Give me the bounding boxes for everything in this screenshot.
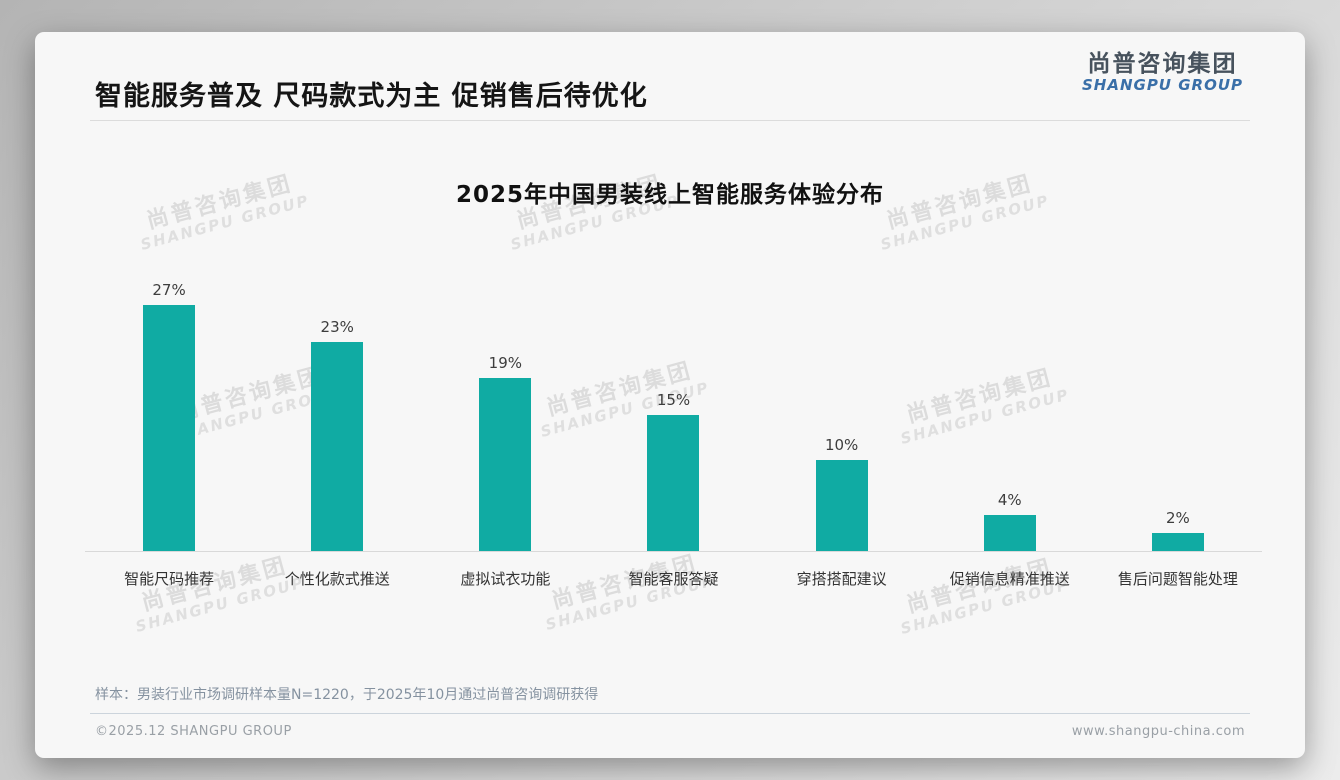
- bar: [479, 378, 532, 551]
- bar-column: 15%: [589, 32, 757, 551]
- bar-column: 10%: [758, 32, 926, 551]
- logo-en-text: SHANGPU GROUP: [1081, 76, 1243, 95]
- x-axis-line: [85, 551, 1262, 552]
- page-title: 智能服务普及 尺码款式为主 促销售后待优化: [95, 81, 648, 112]
- footer-divider: [90, 713, 1250, 714]
- bar-chart: 27% 23% 19% 15% 10%: [85, 32, 1262, 758]
- bar-value-label: 19%: [488, 354, 523, 373]
- bar-category-label: 促销信息精准推送: [949, 570, 1070, 588]
- category-labels: 智能尺码推荐 个性化款式推送 虚拟试衣功能 智能客服答疑 穿搭搭配建议 促销信息…: [85, 568, 1262, 589]
- bar-category-label: 穿搭搭配建议: [796, 570, 887, 588]
- bar: [143, 305, 196, 551]
- chart-title: 2025年中国男装线上智能服务体验分布: [455, 182, 884, 208]
- bar-value-label: 15%: [656, 390, 691, 409]
- company-logo: 尚普咨询集团 SHANGPU GROUP: [1081, 51, 1243, 95]
- bar-column: 27%: [85, 32, 253, 551]
- bar-column: 23%: [253, 32, 421, 551]
- bar: [311, 341, 364, 551]
- bar-category-label: 虚拟试衣功能: [460, 570, 551, 588]
- bar-column: 2%: [1094, 32, 1262, 551]
- footer-website: www.shangpu-china.com: [1071, 724, 1245, 739]
- bar-category-label: 智能尺码推荐: [124, 570, 215, 588]
- bar-column: 4%: [926, 32, 1094, 551]
- slide-card: 尚普咨询集团 SHANGPU GROUP 尚普咨询集团 SHANGPU GROU…: [35, 32, 1305, 758]
- footer-copyright: ©2025.12 SHANGPU GROUP: [95, 724, 292, 739]
- bar: [1151, 532, 1204, 551]
- bar: [815, 460, 868, 551]
- bar-category-label: 售后问题智能处理: [1117, 570, 1238, 588]
- bar-value-label: 27%: [152, 281, 186, 300]
- bar: [647, 414, 700, 551]
- bar-category-label: 个性化款式推送: [284, 570, 390, 588]
- bar-column: 19%: [421, 32, 589, 551]
- bar-value-label: 2%: [1166, 508, 1190, 527]
- sample-footnote: 样本：男装行业市场调研样本量N=1220，于2025年10月通过尚普咨询调研获得: [95, 687, 599, 703]
- slide-content: 智能服务普及 尺码款式为主 促销售后待优化 尚普咨询集团 SHANGPU GRO…: [35, 32, 1305, 758]
- logo-cn-text: 尚普咨询集团: [1087, 51, 1238, 77]
- bar-category-label: 智能客服答疑: [628, 570, 719, 588]
- bar-value-label: 23%: [320, 317, 354, 336]
- bar: [983, 514, 1036, 551]
- bar-value-label: 10%: [824, 436, 859, 454]
- title-divider: [90, 120, 1250, 121]
- bar-value-label: 4%: [997, 490, 1022, 509]
- bar-columns: 27% 23% 19% 15% 10%: [85, 32, 1262, 551]
